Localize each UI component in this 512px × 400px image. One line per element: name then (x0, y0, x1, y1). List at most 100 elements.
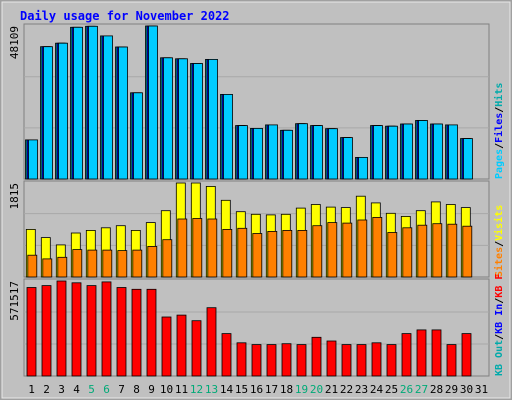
legend-item-bottom-1: / (494, 334, 505, 340)
bar-middle-sites-day-1 (27, 254, 38, 278)
bar-top-pages-day-22 (343, 137, 353, 180)
bar-middle-sites-day-17 (267, 230, 278, 278)
bar-top-pages-day-29 (448, 124, 458, 180)
x-tick-label-15: 15 (235, 383, 248, 396)
x-tick-label-29: 29 (445, 383, 458, 396)
panel-top-max-label: 48109 (8, 26, 21, 59)
bar-bottom-kb-f-day-19 (296, 344, 307, 377)
bar-bottom-kb-f-day-23 (356, 344, 367, 377)
legend-item-top-4: Hits (493, 83, 505, 107)
bar-middle-sites-day-28 (432, 223, 443, 278)
legend-item-bottom-0: KB Out (494, 340, 505, 376)
x-tick-label-1: 1 (28, 383, 35, 396)
bar-middle-sites-day-2 (42, 258, 53, 278)
legend-item-top-3: / (494, 107, 505, 113)
bar-middle-sites-day-29 (447, 223, 458, 278)
panel-middle-legend: Sites/Visits (493, 205, 505, 277)
bar-top-pages-day-10 (163, 57, 173, 180)
bar-middle-sites-day-6 (102, 249, 113, 278)
bar-middle-sites-day-8 (132, 249, 143, 278)
panel-middle: 1815 Sites/Visits (8, 180, 505, 278)
bar-top-pages-day-26 (403, 123, 413, 180)
bar-bottom-kb-f-day-24 (371, 342, 382, 377)
bar-middle-sites-day-13 (207, 218, 218, 278)
bar-middle-sites-day-14 (222, 228, 233, 278)
x-tick-label-28: 28 (430, 383, 443, 396)
bar-top-pages-day-11 (178, 58, 188, 180)
bar-top-pages-day-30 (463, 138, 473, 180)
bar-middle-sites-day-30 (462, 225, 473, 278)
x-tick-label-25: 25 (385, 383, 398, 396)
bar-bottom-kb-f-day-21 (326, 340, 337, 377)
bar-middle-sites-day-12 (192, 218, 203, 278)
bar-top-pages-day-16 (253, 127, 263, 180)
bar-bottom-kb-f-day-1 (26, 287, 37, 377)
x-tick-label-18: 18 (280, 383, 293, 396)
bar-top-pages-day-27 (418, 120, 428, 180)
bar-top-pages-day-23 (358, 156, 368, 180)
bar-top-pages-day-21 (328, 128, 338, 180)
bar-middle-sites-day-7 (117, 250, 128, 278)
bar-top-pages-day-3 (58, 42, 68, 180)
panel-top-legend: Pages/Files/Hits (493, 83, 505, 179)
bar-bottom-kb-f-day-22 (341, 344, 352, 377)
bar-bottom-kb-f-day-29 (446, 344, 457, 377)
x-tick-label-16: 16 (250, 383, 263, 396)
bar-bottom-kb-f-day-8 (131, 288, 142, 377)
x-tick-label-22: 22 (340, 383, 353, 396)
x-tick-label-8: 8 (133, 383, 140, 396)
bar-middle-sites-day-9 (147, 245, 158, 278)
bar-middle-sites-day-24 (372, 216, 383, 278)
bar-bottom-kb-f-day-4 (71, 282, 82, 377)
bar-top-pages-day-14 (223, 94, 233, 180)
bar-middle-sites-day-25 (387, 232, 398, 278)
bar-bottom-kb-f-day-25 (386, 344, 397, 377)
bar-bottom-kb-f-day-27 (416, 329, 427, 377)
x-tick-label-5: 5 (88, 383, 95, 396)
legend-item-top-0: Pages (494, 149, 505, 179)
bar-bottom-kb-f-day-2 (41, 285, 52, 377)
bar-bottom-kb-f-day-10 (161, 316, 172, 377)
bar-middle-sites-day-21 (327, 222, 338, 278)
x-tick-label-31: 31 (475, 383, 488, 396)
chart-panels: 48109Pages/Files/Hits1815Sites/Visits571… (8, 23, 505, 377)
bar-top-pages-day-5 (88, 25, 98, 180)
bar-bottom-kb-f-day-16 (251, 344, 262, 377)
x-tick-label-21: 21 (325, 383, 338, 396)
bar-top-pages-day-6 (103, 35, 113, 180)
x-tick-label-27: 27 (415, 383, 428, 396)
bar-bottom-kb-f-day-7 (116, 287, 127, 377)
bar-top-pages-day-17 (268, 124, 278, 180)
x-tick-label-26: 26 (400, 383, 413, 396)
bar-bottom-kb-f-day-12 (191, 320, 202, 377)
x-axis-labels: 1 2 3 4 5 6 7 8 9 10 11 12 13 14 15 16 17 18 19 20 21 22 23 24 2… (28, 383, 488, 396)
legend-item-top-2: Files (493, 113, 505, 143)
panel-bottom-max-label: 571517 (8, 281, 21, 321)
bar-top-pages-day-8 (133, 92, 143, 180)
bar-middle-sites-day-5 (87, 249, 98, 278)
bar-top-pages-day-12 (193, 63, 203, 180)
bar-top-pages-day-4 (73, 26, 83, 180)
panel-bottom-legend: KB Out/KB In/KB F (494, 274, 505, 376)
x-tick-label-3: 3 (58, 383, 65, 396)
bar-middle-sites-day-20 (312, 225, 323, 278)
x-tick-label-23: 23 (355, 383, 368, 396)
bar-top-pages-day-2 (43, 46, 53, 180)
legend-item-middle-1: / (494, 241, 505, 247)
bar-middle-sites-day-26 (402, 227, 413, 278)
bar-top-pages-day-9 (148, 25, 158, 180)
bar-middle-sites-day-16 (252, 233, 263, 278)
bar-top-pages-day-19 (298, 123, 308, 180)
bar-middle-sites-day-19 (297, 229, 308, 278)
bar-bottom-kb-f-day-14 (221, 333, 232, 377)
bar-bottom-kb-f-day-13 (206, 307, 217, 377)
bar-top-pages-day-24 (373, 125, 383, 180)
bar-bottom-kb-f-day-15 (236, 342, 247, 377)
bar-bottom-kb-f-day-26 (401, 333, 412, 377)
bar-top-pages-day-13 (208, 59, 218, 180)
panel-bottom: 571517 KB Out/KB In/KB F (8, 274, 505, 377)
x-tick-label-17: 17 (265, 383, 278, 396)
x-tick-label-14: 14 (220, 383, 234, 396)
bar-bottom-kb-f-day-9 (146, 288, 157, 377)
